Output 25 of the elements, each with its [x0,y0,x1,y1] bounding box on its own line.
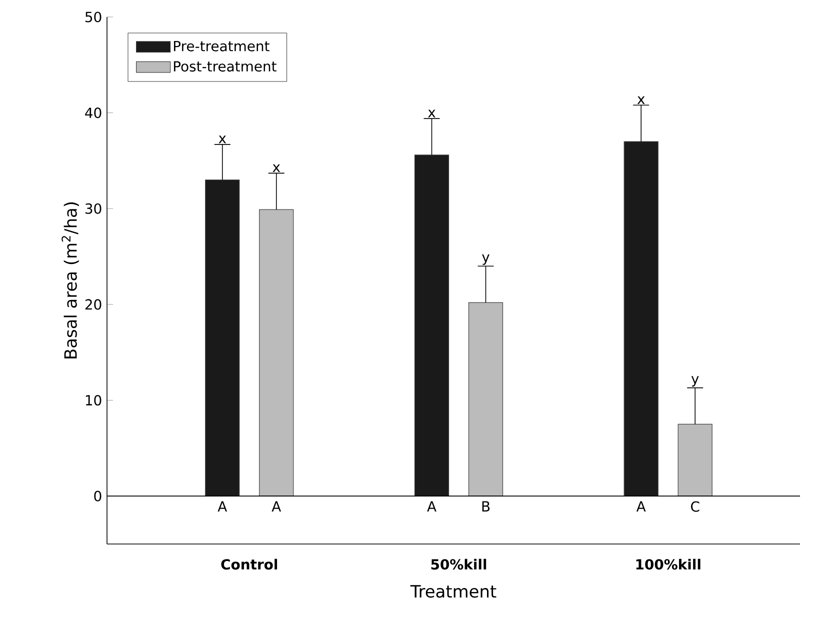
y-tick-label: 20 [85,299,102,310]
data-label: x [272,164,280,172]
y-tick-label: 10 [86,394,102,406]
legend-label: Post-treatment [174,61,276,72]
annotation: B [482,501,490,512]
legend-label: Pre-treatment [174,40,270,52]
annotation: A [272,501,282,512]
x-tick-label: 50%kill [431,558,486,570]
annotation: C [691,501,700,512]
y-tick-label: 0 [94,490,102,502]
x-tick-label: 100%kill [636,558,700,570]
data-label: y [482,254,490,265]
annotation: A [636,501,646,512]
data-label: x [637,96,645,104]
y-tick-label: 30 [85,203,102,214]
y-tick-label: 50 [85,12,102,22]
y-axis-title: Basal area (m$^{2}$/ha) [62,202,79,358]
data-label: y [691,376,699,387]
data-label: x [218,136,226,144]
x-axis-title: Treatment [410,585,496,598]
annotation: A [427,501,436,512]
x-tick-label: Control [221,558,278,570]
data-label: x [428,110,436,118]
y-tick-label: 40 [85,108,102,118]
annotation: A [218,501,228,512]
